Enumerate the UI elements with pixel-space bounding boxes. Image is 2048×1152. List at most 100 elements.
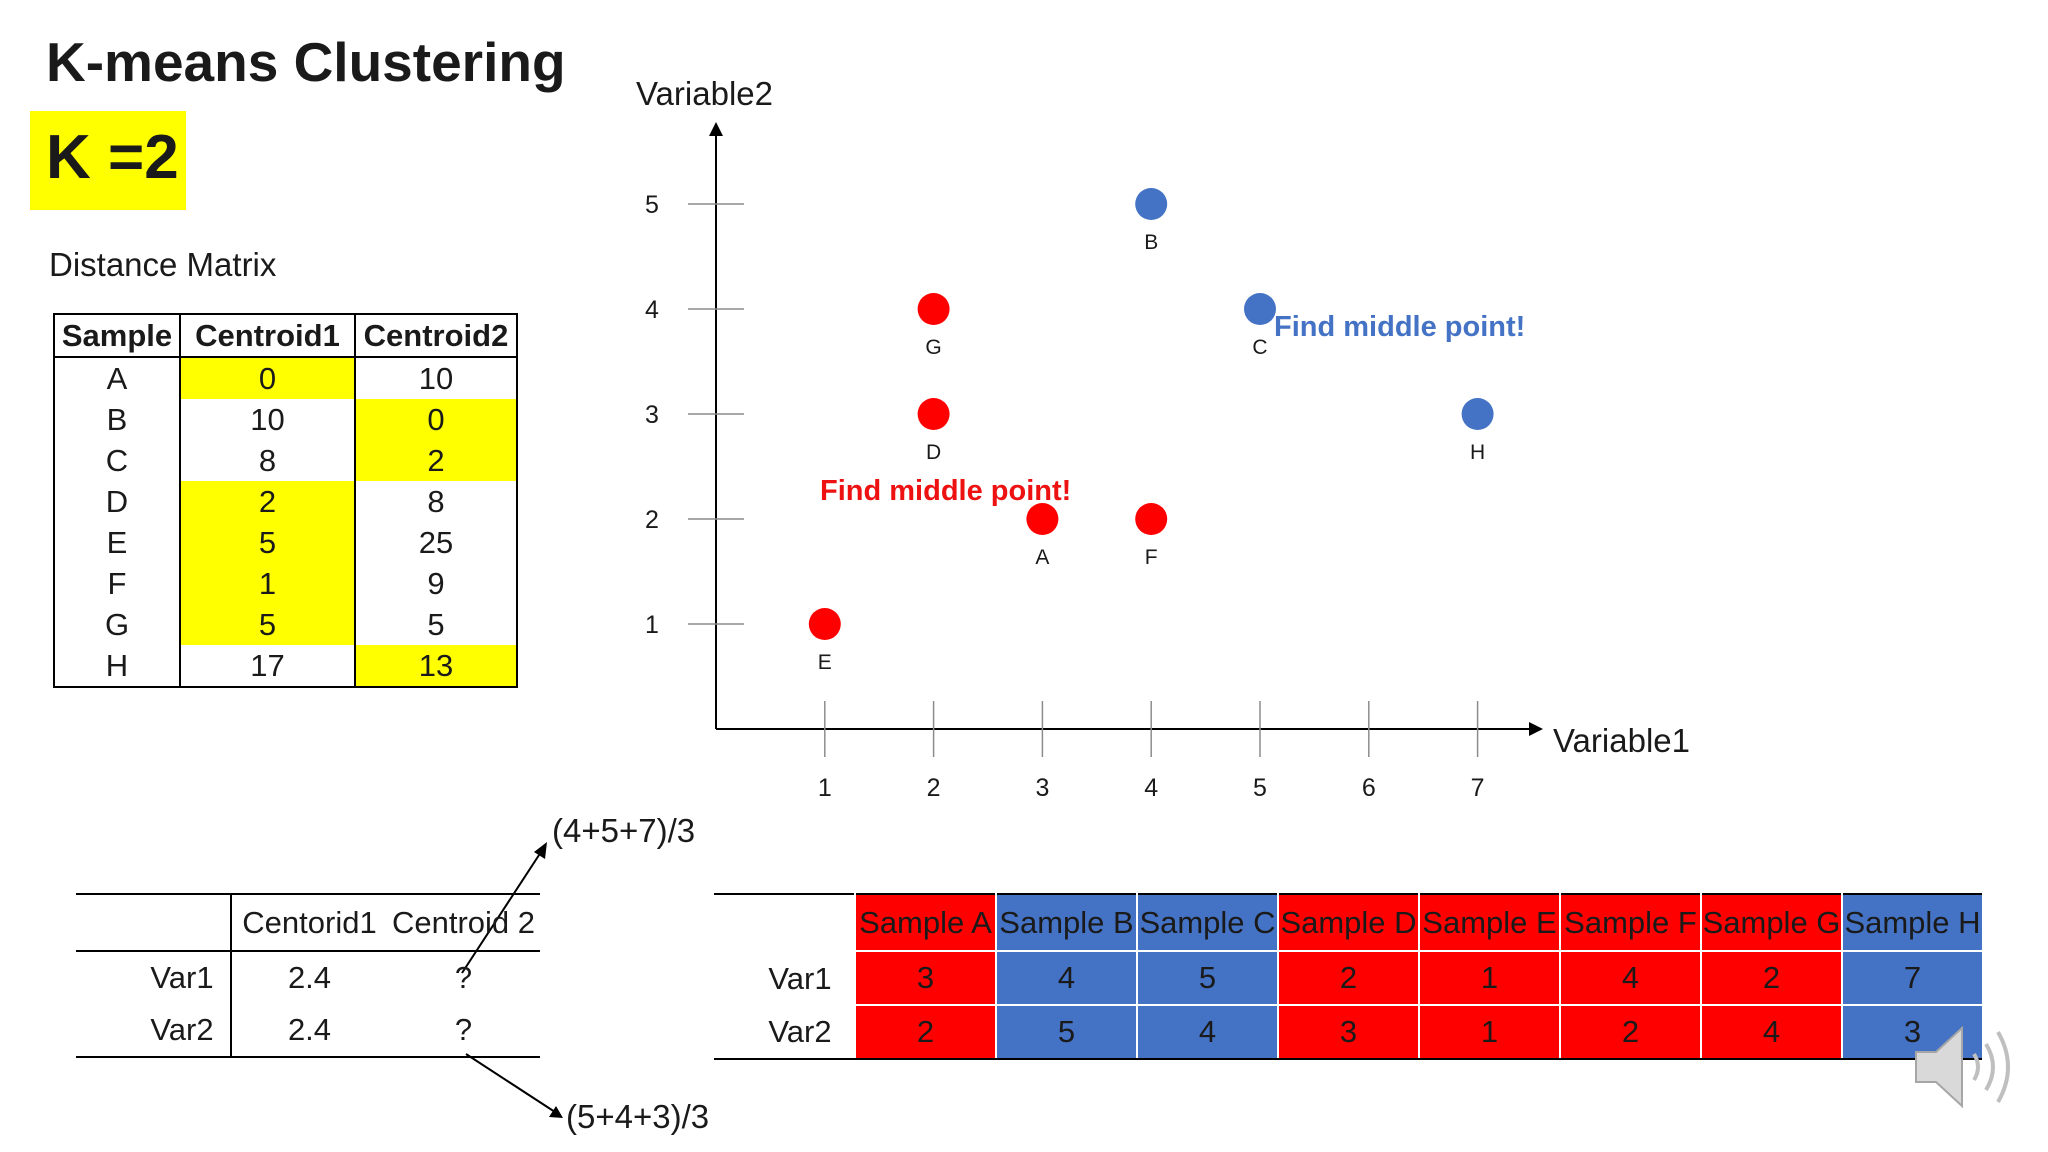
point-label: C	[1252, 336, 1267, 359]
header-centroid1: Centorid1	[231, 893, 387, 952]
y-axis-label: Variable2	[636, 75, 773, 112]
data-point-a	[1026, 503, 1059, 535]
table-cell: 2.4	[231, 1004, 387, 1058]
centroid1-distance: 8	[179, 440, 356, 481]
table-cell: 5	[1136, 951, 1278, 1006]
table-cell: 2	[1277, 951, 1419, 1006]
data-point-e	[808, 608, 841, 640]
table-cell: 3	[854, 951, 996, 1006]
centroid1-distance: 5	[179, 604, 356, 645]
sample-cell: C	[53, 440, 181, 481]
table-row: H 17 13	[53, 645, 518, 688]
table-row: A 0 10	[53, 357, 518, 399]
data-point-f	[1135, 503, 1168, 535]
point-label: A	[1035, 546, 1049, 569]
sample-cell: D	[53, 481, 181, 522]
row-label: Var2	[76, 1004, 232, 1058]
header-empty	[714, 894, 855, 952]
k-highlight-box	[30, 111, 186, 210]
red-cluster-annotation: Find middle point!	[820, 475, 1071, 507]
slide-title: K-means Clustering	[46, 31, 566, 93]
x-tick-label: 7	[1471, 774, 1485, 802]
header-sample: Sample A	[854, 894, 996, 952]
formula-top-arrowhead	[534, 842, 547, 859]
table-row: B 10 0	[53, 399, 518, 440]
distance-matrix-title: Distance Matrix	[49, 246, 277, 283]
k-label: K =2	[46, 123, 179, 192]
x-tick-label: 4	[1144, 774, 1158, 802]
centroid2-distance: 8	[354, 481, 518, 522]
centroid2-distance: 9	[354, 563, 518, 604]
header-sample: Sample D	[1277, 894, 1419, 952]
centroid2-distance: 10	[354, 357, 518, 399]
table-row: Var2 2 5 4 3 1 2 4 3	[714, 1005, 1982, 1060]
centroid1-distance: 10	[179, 399, 356, 440]
header-sample: Sample E	[1418, 894, 1560, 952]
header-sample: Sample C	[1136, 894, 1278, 952]
centroid-table: Centorid1 Centroid 2 Var1 2.4 ? Var2 2.4…	[76, 893, 540, 1058]
x-tick-label: 2	[927, 774, 941, 802]
header-centroid2: Centroid2	[354, 313, 518, 358]
header-centroid1: Centroid1	[179, 313, 356, 358]
sample-cell: H	[53, 645, 181, 688]
table-cell: 3	[1277, 1005, 1419, 1060]
centroid2-distance: 25	[354, 522, 518, 563]
sample-cell: G	[53, 604, 181, 645]
table-cell: 2	[1700, 951, 1842, 1006]
formula-bottom: (5+4+3)/3	[566, 1098, 710, 1135]
data-point-b	[1135, 188, 1168, 220]
table-cell: 7	[1841, 951, 1982, 1006]
table-header-row: Sample Centroid1 Centroid2	[53, 313, 518, 358]
table-cell: 1	[1418, 951, 1560, 1006]
centroid1-distance: 2	[179, 481, 356, 522]
data-point-g	[917, 293, 950, 325]
y-tick-label: 3	[645, 401, 659, 429]
centroid2-distance: 2	[354, 440, 518, 481]
centroid1-distance: 5	[179, 522, 356, 563]
sample-cell: E	[53, 522, 181, 563]
point-label: H	[1470, 441, 1485, 464]
header-sample: Sample B	[995, 894, 1137, 952]
table-cell: 1	[1418, 1005, 1560, 1060]
table-row: Var1 3 4 5 2 1 4 2 7	[714, 951, 1982, 1006]
y-axis-arrow	[709, 122, 723, 136]
header-sample: Sample G	[1700, 894, 1842, 952]
point-label: B	[1144, 231, 1158, 254]
row-label: Var1	[76, 951, 232, 1004]
sample-table: Sample A Sample B Sample C Sample D Sample E…	[714, 893, 1982, 1060]
centroid2-distance: 5	[354, 604, 518, 645]
data-point-d	[917, 398, 950, 430]
table-cell: 4	[1136, 1005, 1278, 1060]
row-label: Var2	[714, 1005, 855, 1060]
table-cell: 2	[1559, 1005, 1701, 1060]
table-cell: 4	[1559, 951, 1701, 1006]
point-label: E	[818, 651, 832, 674]
y-tick-label: 5	[645, 191, 659, 219]
formula-bottom-arrowhead	[549, 1106, 563, 1118]
table-cell: ?	[387, 1004, 540, 1058]
data-point-c	[1244, 293, 1276, 325]
table-header-row: Sample A Sample B Sample C Sample D Sample E…	[714, 894, 1982, 952]
blue-cluster-annotation: Find middle point!	[1274, 311, 1525, 343]
centroid2-distance: 13	[354, 645, 518, 688]
x-tick-label: 3	[1035, 774, 1049, 802]
header-sample: Sample	[53, 313, 181, 358]
table-row: Var2 2.4 ?	[76, 1004, 540, 1058]
sample-cell: B	[53, 399, 181, 440]
x-tick-label: 6	[1362, 774, 1376, 802]
table-header-row: Centorid1 Centroid 2	[76, 893, 540, 952]
distance-matrix-table: Sample Centroid1 Centroid2 A 0 10 B 10 0 C 8 2 D 2…	[53, 313, 518, 688]
table-cell: 2	[854, 1005, 996, 1060]
table-cell: 5	[995, 1005, 1137, 1060]
header-centroid2: Centroid 2	[387, 893, 540, 952]
speaker-icon[interactable]	[1910, 1012, 2030, 1122]
y-tick-label: 4	[645, 296, 659, 324]
x-tick-label: 5	[1253, 774, 1267, 802]
centroid1-distance: 17	[179, 645, 356, 688]
table-cell: 4	[1700, 1005, 1842, 1060]
data-point-h	[1461, 398, 1494, 430]
